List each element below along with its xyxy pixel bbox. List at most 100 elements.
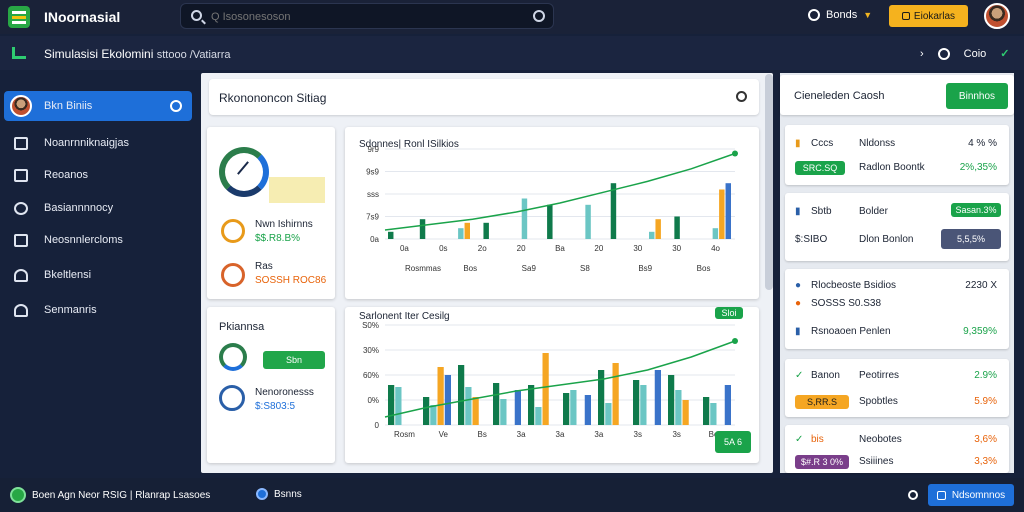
y-tick-label: S0% [362, 321, 379, 330]
x-tick-label: Rosm [394, 430, 415, 439]
square-icon [936, 490, 946, 500]
bar [712, 228, 719, 239]
top-bar: INoornasial Bonds ▼ Eiokarlas [0, 0, 1024, 34]
gear-icon[interactable] [937, 47, 950, 60]
bar [542, 353, 549, 425]
y-tick-label: 9r9 [367, 145, 379, 154]
bar [724, 385, 731, 425]
search-input[interactable] [211, 8, 511, 26]
language-selector[interactable]: Bonds ▼ [808, 9, 872, 21]
x-tick-label: 20 [594, 244, 603, 253]
user-icon [14, 268, 28, 282]
avatar-icon [10, 95, 32, 117]
info-icon [256, 488, 268, 500]
y-tick-label: sss [367, 190, 379, 199]
dot-icon: ● [795, 298, 802, 309]
chevron-right-icon[interactable]: › [920, 47, 924, 60]
bar [493, 383, 500, 425]
list-item: ▮ Cccs Nldonss 4 % % [785, 135, 1009, 153]
bar [610, 183, 617, 239]
bar [719, 189, 725, 239]
page-title-subtitle: sttooo /Vatiarra [156, 49, 231, 61]
footer-middle[interactable]: Bsnns [256, 488, 302, 500]
sidebar: Bkn Biniis Noanrnniknaigjas Reoanos Basi… [0, 80, 200, 472]
right-header-button[interactable]: Binnhos [946, 83, 1008, 109]
row-code: bis [811, 434, 824, 445]
row-value: 5.9% [974, 396, 997, 407]
footer-button[interactable]: Ndsomnnos [928, 484, 1014, 506]
row-value: 9,359% [963, 326, 997, 337]
row-label: Nldonss [859, 138, 896, 149]
x-tick-label: Ba [555, 244, 565, 253]
bar [388, 231, 394, 239]
sidebar-item-tables[interactable]: Neosnnlercloms [4, 225, 192, 255]
bar [472, 397, 479, 425]
row-value: 3,6% [974, 434, 997, 445]
summary-value: $:S803:5 [255, 401, 296, 412]
sidebar-item-business[interactable]: Bkn Biniis [4, 91, 192, 121]
chart-action-button[interactable]: 5A 6 [715, 431, 751, 453]
bar [612, 363, 619, 425]
sidebar-item-scenarios[interactable]: Senmanris [4, 295, 192, 325]
y-tick-label: 7s9 [366, 213, 379, 222]
dollar-circle-icon [14, 201, 28, 215]
y-tick-label: 0a [370, 235, 379, 244]
bar [640, 385, 647, 425]
summary-button[interactable]: Sbn [263, 351, 325, 369]
row-label: Bolder [859, 206, 888, 217]
chart-title: Sdonnes| Ronl ISilkios [359, 139, 459, 150]
row-label: Spobtles [859, 396, 898, 407]
check-icon[interactable]: ✓ [1000, 48, 1010, 60]
y-tick-label: 30% [363, 346, 379, 355]
sidebar-item-label: Reoanos [44, 169, 89, 181]
square-icon [901, 12, 910, 20]
list-item: $:SIBO Dlon Bonlon 5,5,5% [785, 229, 1009, 249]
y-tick-label: 9s9 [366, 168, 379, 177]
bar [725, 183, 731, 239]
x-tick-label: Sa9 [522, 264, 537, 273]
search-icon[interactable] [736, 91, 747, 102]
chart-badge: Sloi [715, 307, 743, 319]
sidebar-item-budget[interactable]: Basiannnnocy [4, 193, 192, 223]
x-tick-label: 3a [517, 430, 526, 439]
x-tick-label: Rosmmas [405, 264, 441, 273]
bar [444, 375, 451, 425]
list-item: $#.R 3 0% Ssiiines 3,3% [785, 453, 1009, 471]
progress-bar-fill [269, 177, 325, 203]
chevron-down-icon: ▼ [863, 10, 873, 20]
bar [521, 198, 528, 239]
right-card-2: ▮ Sbtb Bolder Sasan.3% $:SIBO Dlon Bonlo… [785, 193, 1009, 261]
bar [633, 380, 640, 425]
footer-button-label: Ndsomnnos [951, 489, 1006, 501]
trend-marker [732, 150, 738, 157]
leaf-icon: ✓ [795, 434, 804, 445]
bar [388, 385, 395, 425]
x-tick-label: 30 [672, 244, 681, 253]
right-card-3: ● Rlocbeoste Bsidios 2230 X ● SOSSS S0.S… [785, 269, 1009, 349]
row-label: Peotirres [859, 370, 900, 381]
row-code: Banon [811, 370, 840, 381]
chart-icon [12, 47, 26, 59]
main-header: Rkonononcon Sitiag [209, 79, 759, 115]
bar [668, 375, 675, 425]
sidebar-item-reports[interactable]: Reoanos [4, 160, 192, 190]
y-tick-label: 60% [363, 371, 379, 380]
sub-header-right-label[interactable]: Coio [963, 47, 987, 60]
sidebar-item-navigation[interactable]: Noanrnniknaigjas [4, 128, 192, 158]
list-item: ✓ bis Neobotes 3,6% [785, 431, 1009, 449]
header-action-button[interactable]: Eiokarlas [889, 5, 968, 27]
list-item: S,RR.S Spobtles 5.9% [785, 393, 1009, 411]
x-tick-label: 2o [478, 244, 487, 253]
sidebar-item-users[interactable]: Bkeltlensi [4, 260, 192, 290]
bar [675, 390, 682, 425]
row-label: Neobotes [859, 434, 902, 445]
search-clear-icon[interactable] [533, 10, 545, 22]
search-box[interactable] [180, 3, 554, 29]
app-title: INoornasial [44, 9, 121, 25]
lock-icon: ▮ [795, 138, 801, 149]
right-card-5: ✓ bis Neobotes 3,6% $#.R 3 0% Ssiiines 3… [785, 425, 1009, 473]
avatar[interactable] [984, 3, 1010, 29]
scrollbar[interactable] [765, 74, 773, 290]
circle-icon[interactable] [908, 490, 918, 500]
x-tick-label: 20 [517, 244, 526, 253]
